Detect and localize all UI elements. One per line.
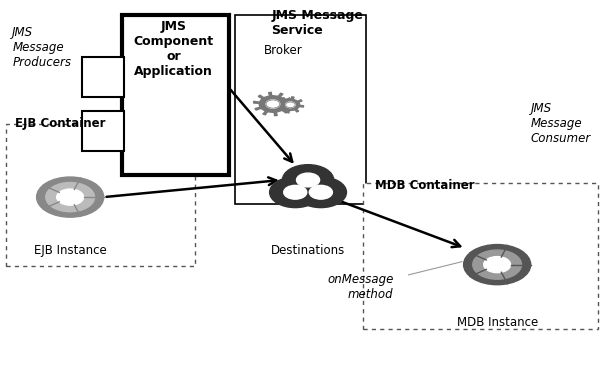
Circle shape [46,182,95,212]
FancyBboxPatch shape [122,15,229,175]
Text: MDB Instance: MDB Instance [456,315,538,328]
FancyBboxPatch shape [6,124,195,266]
Text: onMessage
method: onMessage method [327,273,393,300]
Text: JMS
Component
or
Application: JMS Component or Application [134,20,214,78]
Bar [82,111,124,151]
Text: MDB Container: MDB Container [375,178,475,192]
Circle shape [37,177,104,217]
Text: EJB Instance: EJB Instance [34,244,107,257]
Polygon shape [254,92,292,116]
Circle shape [282,165,334,195]
Circle shape [296,173,320,187]
Circle shape [473,250,522,279]
Circle shape [464,245,531,285]
Text: JMS Message
Service: JMS Message Service [271,9,364,37]
Text: EJB Container: EJB Container [15,116,106,130]
Text: JMS
Message
Producers: JMS Message Producers [12,26,71,69]
Circle shape [309,185,332,199]
Circle shape [57,189,84,205]
Circle shape [295,177,346,208]
FancyBboxPatch shape [235,15,366,204]
Circle shape [484,257,511,273]
Circle shape [266,100,280,108]
Bar [82,57,124,97]
Circle shape [270,177,321,208]
Text: Broker: Broker [264,43,303,57]
Text: Destinations: Destinations [271,244,345,257]
FancyBboxPatch shape [363,182,598,328]
Circle shape [285,102,295,108]
Text: JMS
Message
Consumer: JMS Message Consumer [531,102,591,145]
Circle shape [284,185,307,199]
Polygon shape [277,97,304,113]
